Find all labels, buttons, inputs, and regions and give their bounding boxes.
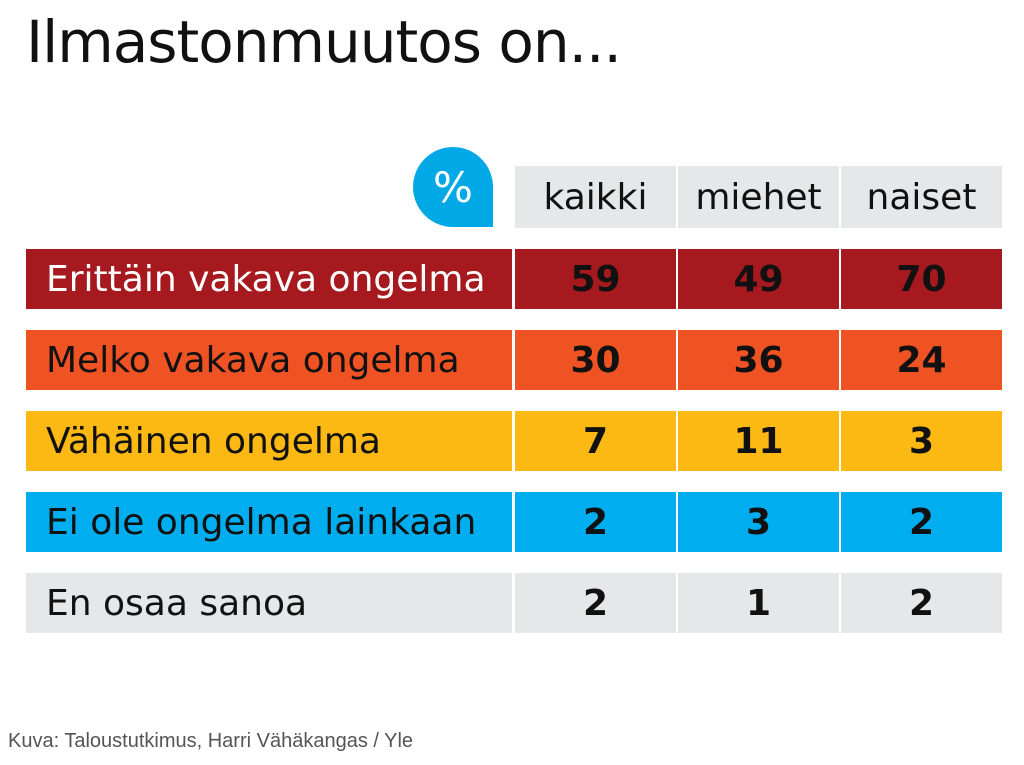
column-header-kaikki: kaikki [515,166,676,228]
value-cell-kaikki: 2 [515,573,676,633]
value-cell-kaikki: 30 [515,330,676,390]
row-label: Ei ole ongelma lainkaan [26,492,512,552]
value-cell-naiset: 2 [841,492,1002,552]
value-cell-kaikki: 2 [515,492,676,552]
row-label: Melko vakava ongelma [26,330,512,390]
row-label: En osaa sanoa [26,573,512,633]
row-label: Erittäin vakava ongelma [26,249,512,309]
value-cell-miehet: 49 [678,249,839,309]
value-cell-kaikki: 7 [515,411,676,471]
percent-icon: % [413,147,493,227]
value-cell-miehet: 36 [678,330,839,390]
value-cell-naiset: 70 [841,249,1002,309]
value-cell-miehet: 1 [678,573,839,633]
column-header-naiset: naiset [841,166,1002,228]
image-caption: Kuva: Taloustutkimus, Harri Vähäkangas /… [8,730,414,752]
value-cell-miehet: 11 [678,411,839,471]
value-cell-kaikki: 59 [515,249,676,309]
chart-title: Ilmastonmuutos on... [26,8,622,76]
value-cell-naiset: 3 [841,411,1002,471]
row-label: Vähäinen ongelma [26,411,512,471]
value-cell-miehet: 3 [678,492,839,552]
value-cell-naiset: 24 [841,330,1002,390]
column-header-miehet: miehet [678,166,839,228]
value-cell-naiset: 2 [841,573,1002,633]
